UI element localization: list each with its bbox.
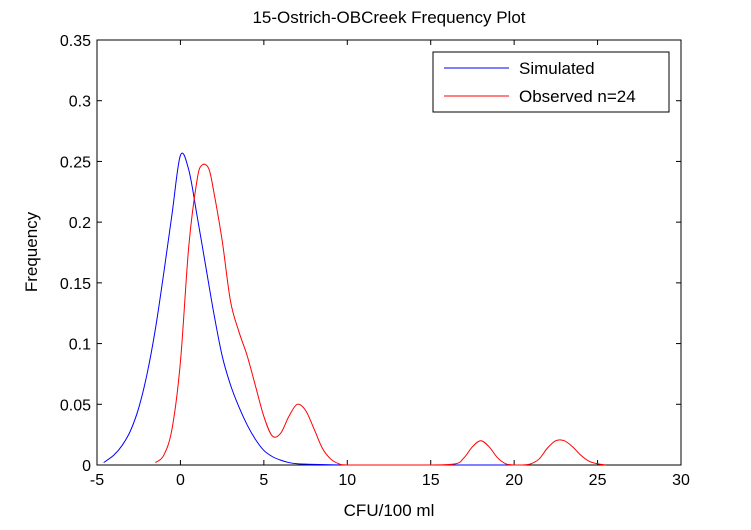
y-tick-label: 0.2	[69, 215, 91, 232]
x-axis-label: CFU/100 ml	[344, 501, 435, 520]
chart-title: 15-Ostrich-OBCreek Frequency Plot	[252, 8, 525, 27]
x-tick-label: 0	[176, 472, 185, 489]
x-tick-label: 20	[505, 472, 523, 489]
x-tick-label: 25	[589, 472, 607, 489]
x-tick-label: -5	[90, 472, 104, 489]
legend-label-simulated: Simulated	[519, 59, 595, 78]
x-tick-label: 5	[259, 472, 268, 489]
series-line-simulated	[103, 152, 515, 466]
y-tick-label: 0.35	[60, 33, 91, 50]
y-tick-label: 0.25	[60, 154, 91, 171]
y-tick-label: 0.05	[60, 397, 91, 414]
legend-label-observed: Observed n=24	[519, 87, 636, 106]
y-axis-label: Frequency	[22, 211, 41, 292]
legend: Simulated Observed n=24	[432, 51, 670, 113]
y-tick-label: 0.15	[60, 276, 91, 293]
series-line-observed-n-24	[155, 163, 606, 466]
x-tick-label: 30	[672, 472, 690, 489]
y-tick-label: 0.1	[69, 337, 91, 354]
x-tick-label: 10	[338, 472, 356, 489]
y-tick-label: 0	[82, 458, 91, 475]
legend-box	[432, 51, 670, 113]
y-tick-label: 0.3	[69, 94, 91, 111]
x-tick-label: 15	[422, 472, 440, 489]
